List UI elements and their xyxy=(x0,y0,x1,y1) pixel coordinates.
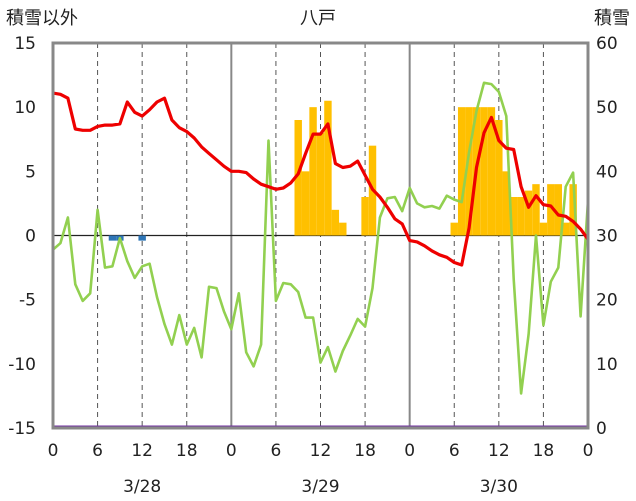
x-hour-label: 0 xyxy=(583,441,594,461)
snow-depth-bar xyxy=(450,222,458,236)
snow-depth-bar xyxy=(509,197,518,236)
left-tick-label: -5 xyxy=(19,291,36,311)
left-tick-label: 5 xyxy=(25,162,36,182)
snow-depth-bar xyxy=(309,107,317,236)
snow-depth-bar xyxy=(331,209,340,236)
green-series-line xyxy=(52,81,590,395)
x-hour-label: 12 xyxy=(131,441,153,461)
precip-bar xyxy=(138,235,146,241)
x-hour-label: 12 xyxy=(310,441,332,461)
snow-depth-bar xyxy=(457,107,466,236)
snow-depth-bar xyxy=(554,184,562,236)
right-axis-label: 積雪 xyxy=(594,8,630,29)
left-axis-label: 積雪以外 xyxy=(6,8,78,29)
snow-depth-bar xyxy=(524,190,533,236)
x-hour-label: 12 xyxy=(488,441,510,461)
right-tick-label: 0 xyxy=(596,419,607,439)
snow-depth-bar xyxy=(316,132,325,236)
snow-depth-bar xyxy=(324,100,332,236)
precip-bar xyxy=(108,235,117,241)
left-tick-label: -10 xyxy=(8,355,36,375)
snow-depth-bar xyxy=(487,107,496,236)
plot-frame xyxy=(51,41,590,430)
right-tick-label: 30 xyxy=(596,227,618,247)
x-hour-label: 0 xyxy=(226,441,237,461)
snow-depth-bar xyxy=(547,184,555,236)
x-hour-label: 18 xyxy=(354,441,376,461)
snow-depth-bar xyxy=(361,197,369,236)
right-tick-label: 60 xyxy=(596,34,618,54)
snow-depth-bar xyxy=(339,222,347,236)
chart-title: 八戸 xyxy=(300,8,336,29)
x-hour-label: 6 xyxy=(271,441,282,461)
snow-depth-bar xyxy=(569,184,577,236)
x-hour-label: 0 xyxy=(404,441,415,461)
x-hour-label: 18 xyxy=(176,441,198,461)
snow-depth-bar xyxy=(502,171,510,236)
snow-depth-bar xyxy=(539,222,548,236)
snow-depth-bar xyxy=(495,120,503,236)
snow-depth-bar xyxy=(294,120,302,236)
snow-depth-bar xyxy=(561,222,570,236)
left-tick-label: -15 xyxy=(8,419,36,439)
x-hour-label: 18 xyxy=(533,441,555,461)
left-tick-label: 10 xyxy=(14,98,36,118)
x-date-label: 3/28 xyxy=(123,477,161,497)
red-series-line xyxy=(52,91,590,267)
x-date-label: 3/30 xyxy=(480,477,518,497)
snow-depth-bar xyxy=(480,107,488,236)
snow-depth-bar xyxy=(517,197,525,236)
right-tick-label: 40 xyxy=(596,162,618,182)
right-tick-label: 50 xyxy=(596,98,618,118)
x-hour-label: 6 xyxy=(92,441,103,461)
x-hour-label: 0 xyxy=(48,441,59,461)
right-tick-label: 10 xyxy=(596,355,618,375)
snow-depth-bar xyxy=(465,107,473,236)
left-tick-label: 15 xyxy=(14,34,36,54)
left-tick-label: 0 xyxy=(25,227,36,247)
right-tick-label: 20 xyxy=(596,291,618,311)
x-date-label: 3/29 xyxy=(301,477,339,497)
snow-depth-bar xyxy=(301,171,310,236)
snow-depth-bar xyxy=(532,184,540,236)
x-hour-label: 6 xyxy=(449,441,460,461)
